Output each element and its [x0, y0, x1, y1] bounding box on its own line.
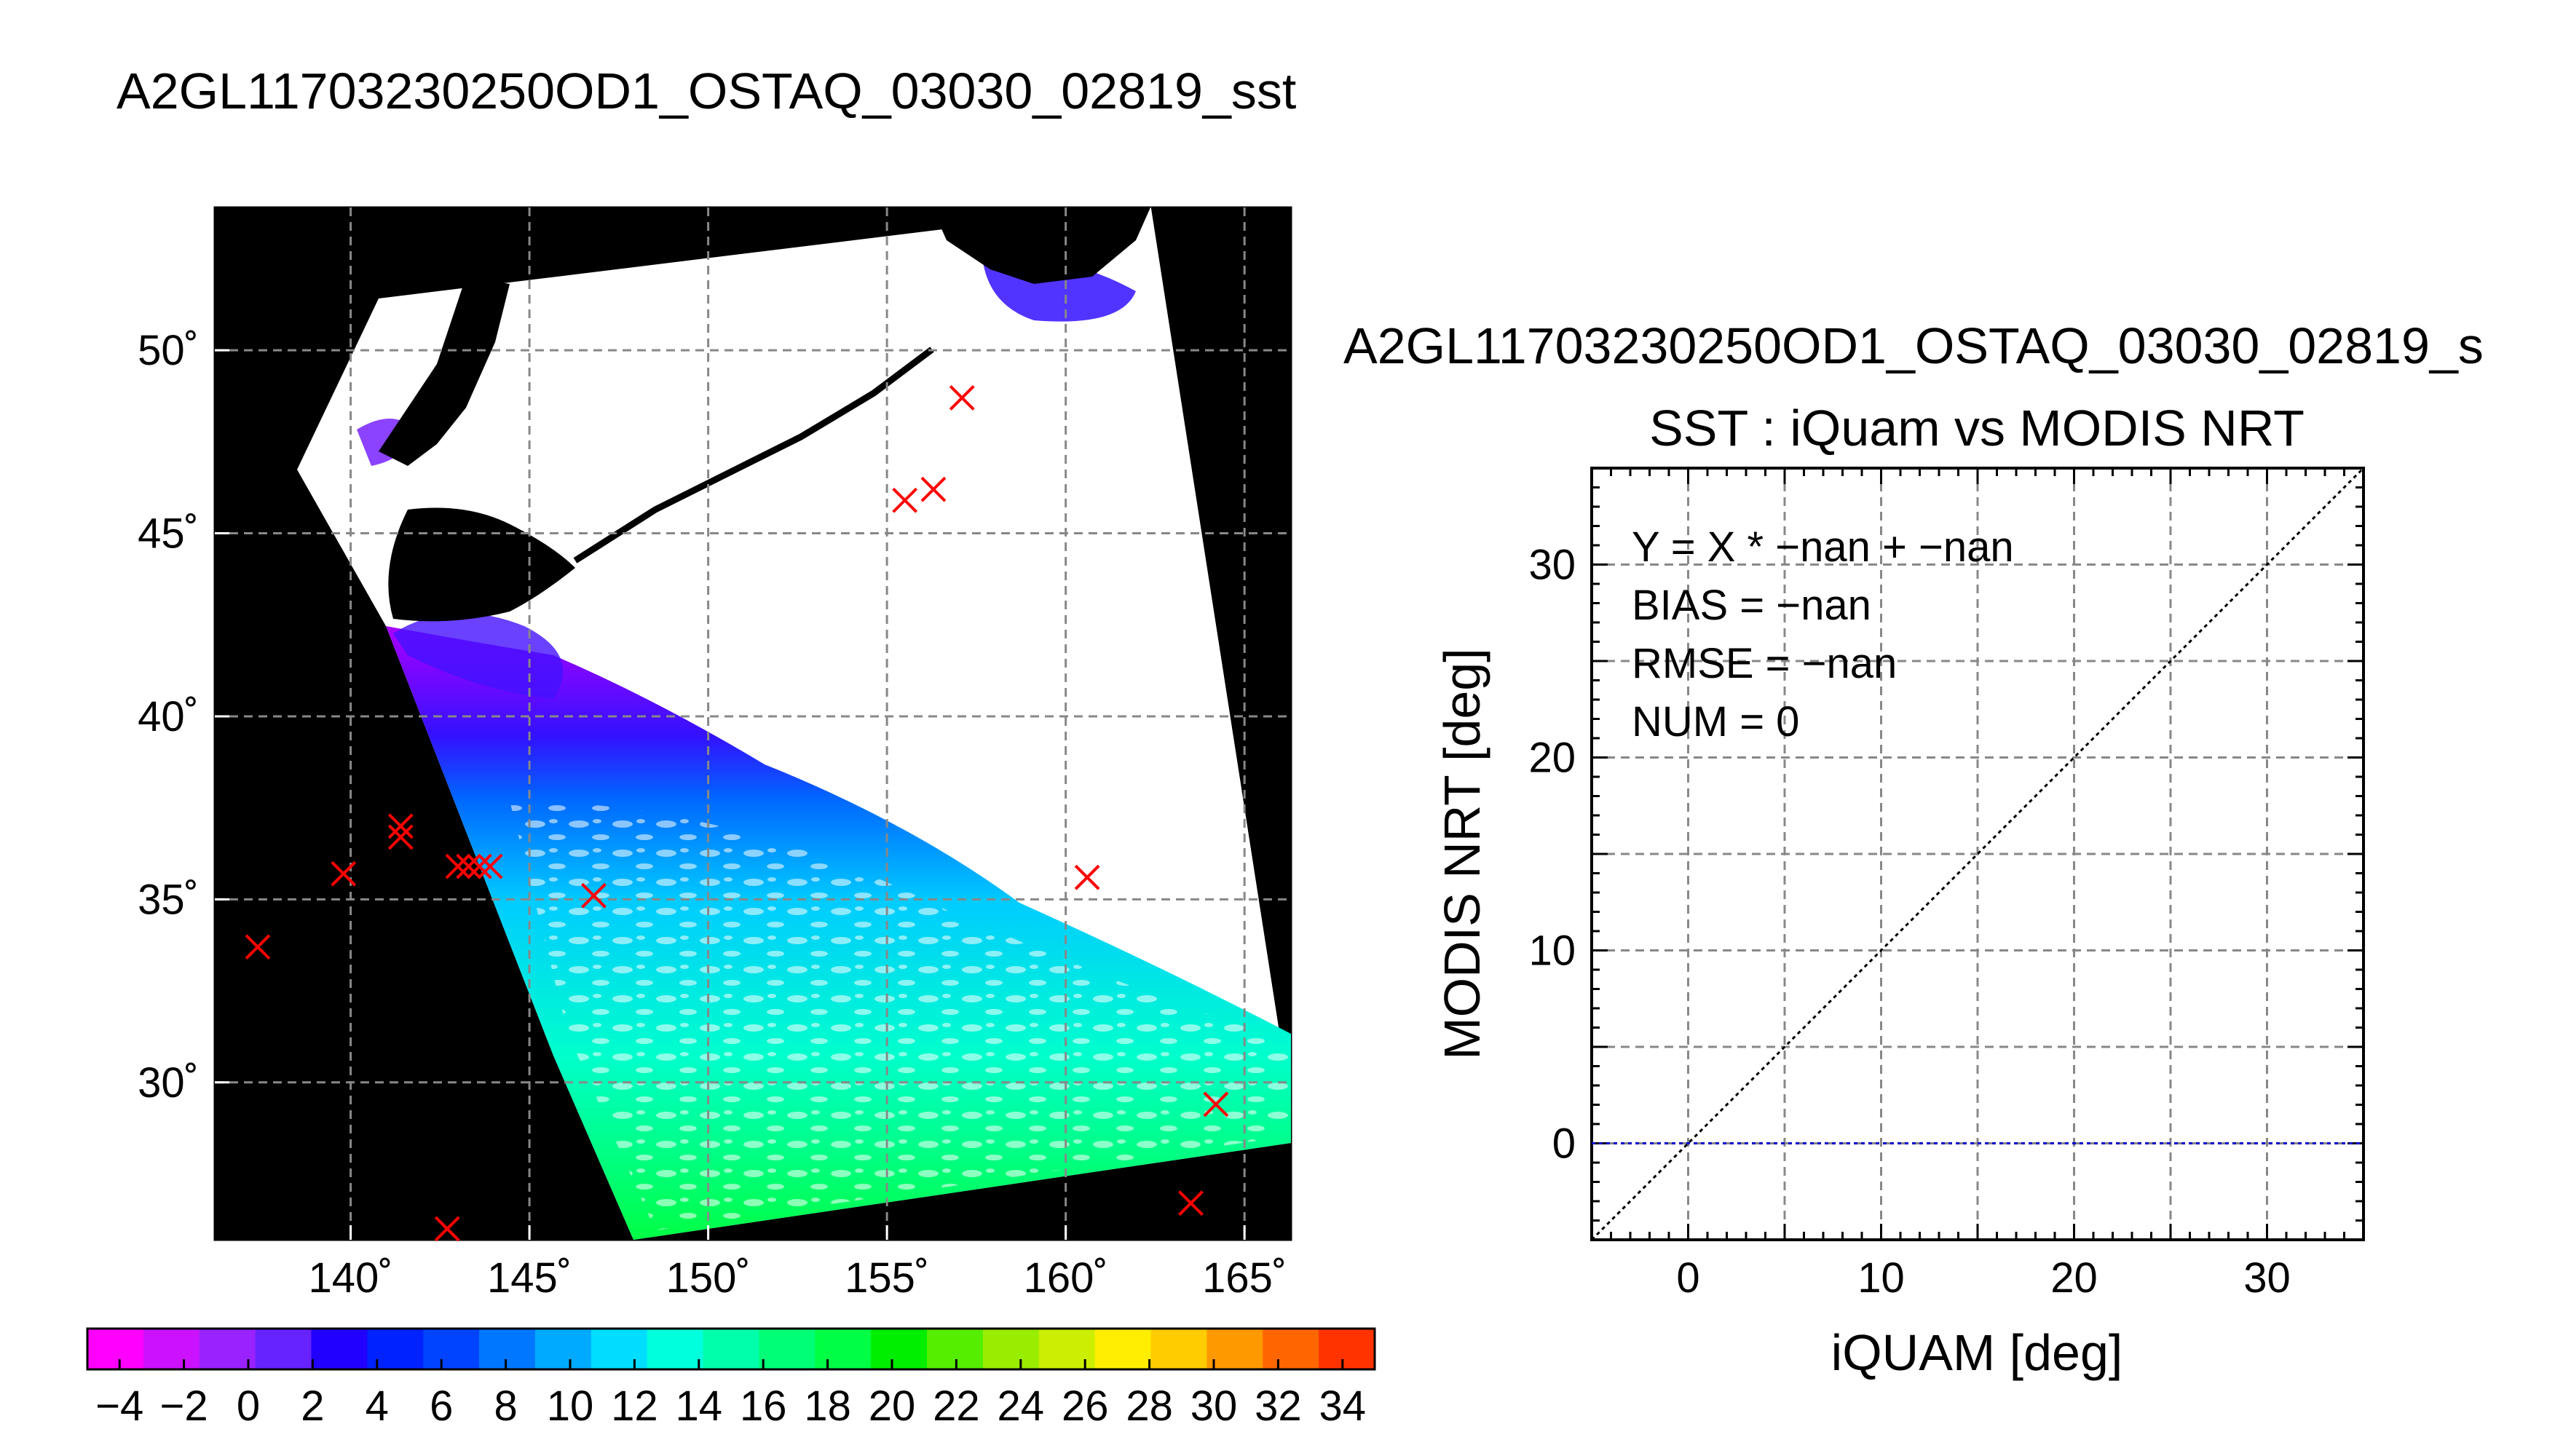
iquam-point-marker: [1203, 1091, 1229, 1117]
colorbar-tick-label: 20: [869, 1382, 916, 1430]
colorbar-tick-label: 6: [430, 1382, 453, 1430]
iquam-point-marker: [477, 853, 503, 879]
colorbar-tick-label: 26: [1062, 1382, 1109, 1430]
map-y-tick-label: 30˚: [138, 1059, 199, 1107]
iquam-markers: [245, 385, 1229, 1242]
land-sakhalin: [379, 277, 510, 466]
land-kurils: [573, 347, 934, 563]
map-x-tick-label: 160˚: [1024, 1254, 1108, 1302]
colorbar-tick-label: 22: [933, 1382, 980, 1430]
colorbar-bin: [927, 1329, 984, 1369]
colorbar-tick-label: 16: [740, 1382, 787, 1430]
colorbar-bin: [199, 1329, 256, 1369]
iquam-point-marker: [245, 934, 271, 960]
map-title: A2GL11703230250OD1_OSTAQ_03030_02819_sst: [117, 63, 1297, 119]
colorbar-tick-label: 32: [1255, 1382, 1302, 1430]
land-kamchatka: [932, 207, 1150, 284]
colorbar-bin: [1319, 1329, 1375, 1369]
cold-water-patch: [393, 613, 564, 699]
colorbar-bin: [143, 1329, 200, 1369]
colorbar-tick-label: 30: [1190, 1382, 1238, 1430]
colorbar-bin: [815, 1329, 872, 1369]
colorbar-bin: [871, 1329, 928, 1369]
colorbar-bin: [591, 1329, 648, 1369]
colorbar-tick-label: 0: [237, 1382, 260, 1430]
colorbar-tick-label: 8: [494, 1382, 517, 1430]
sst-colorbar: −4 −2 0 2 4 6 8 10 12 14 16 18 20 22 24 26 28 30 32 34: [86, 1327, 1376, 1430]
colorbar-bin: [1207, 1329, 1263, 1369]
scatter-figure-label: A2GL11703230250OD1_OSTAQ_03030_02819_s: [1343, 317, 2484, 374]
colorbar-tick-label: 28: [1126, 1382, 1173, 1430]
iquam-point-marker: [387, 813, 414, 839]
map-x-tick-label: 155˚: [845, 1254, 929, 1302]
colorbar-bin: [255, 1329, 312, 1369]
map-y-tick-label: 50˚: [138, 327, 199, 374]
iquam-point-marker: [466, 853, 492, 879]
iquam-point-marker: [581, 882, 607, 909]
colorbar-bin: [1150, 1329, 1207, 1369]
colorbar-tick-label: −2: [160, 1382, 208, 1430]
map-x-tick-label: 150˚: [666, 1254, 751, 1302]
colorbar-tick-label: 34: [1319, 1382, 1367, 1430]
colorbar-tick-label: 4: [366, 1382, 389, 1430]
colorbar-bin: [479, 1329, 536, 1369]
colorbar-bin: [87, 1329, 144, 1369]
colorbar-bin: [1038, 1329, 1096, 1369]
colorbar-frame: [86, 1327, 1376, 1371]
colorbar-tick-label: 10: [547, 1382, 594, 1430]
colorbar-bin: [534, 1329, 592, 1369]
colorbar-tick-label: 2: [301, 1382, 324, 1430]
map-y-tick-label: 45˚: [138, 510, 199, 558]
colorbar-bin: [1263, 1329, 1319, 1369]
colorbar-bin: [311, 1329, 368, 1369]
iquam-point-marker: [892, 487, 918, 513]
iquam-point-marker: [1074, 864, 1100, 890]
iquam-point-marker: [1178, 1190, 1204, 1216]
iquam-point-marker: [445, 853, 471, 879]
sst-cloud-texture: [510, 801, 1291, 1230]
colorbar-bin: [1094, 1329, 1152, 1369]
colorbar-tick-label: 12: [611, 1382, 658, 1430]
colorbar-tick-label: 14: [676, 1382, 723, 1430]
map-x-tick-label: 145˚: [487, 1254, 572, 1302]
map-gridlines: [215, 207, 1291, 1240]
colorbar-bin: [982, 1329, 1040, 1369]
map-y-tick-label: 40˚: [138, 693, 199, 740]
iquam-point-marker: [387, 824, 414, 850]
map-y-tick-label: 35˚: [138, 876, 199, 923]
colorbar-bin: [759, 1329, 816, 1369]
iquam-point-marker: [331, 860, 357, 887]
colorbar-bin: [367, 1329, 424, 1369]
map-x-tick-label: 165˚: [1202, 1254, 1287, 1302]
colorbar-tick-label: 18: [804, 1382, 851, 1430]
map-axis-ticks: 140˚ 145˚ 150˚ 155˚ 160˚ 165˚ 50˚ 45˚ 40˚ 35˚ 30˚: [138, 327, 1287, 1302]
colorbar-bin: [703, 1329, 759, 1369]
iquam-point-marker: [456, 853, 482, 879]
iquam-point-marker: [920, 476, 947, 502]
map-x-tick-label: 140˚: [309, 1254, 393, 1302]
iquam-point-marker: [949, 385, 975, 411]
colorbar-bin: [423, 1329, 480, 1369]
colorbar-tick-label: −4: [95, 1382, 143, 1430]
colorbar-bin: [647, 1329, 704, 1369]
colorbar-tick-label: 24: [998, 1382, 1045, 1430]
iquam-point-marker: [434, 1216, 460, 1242]
